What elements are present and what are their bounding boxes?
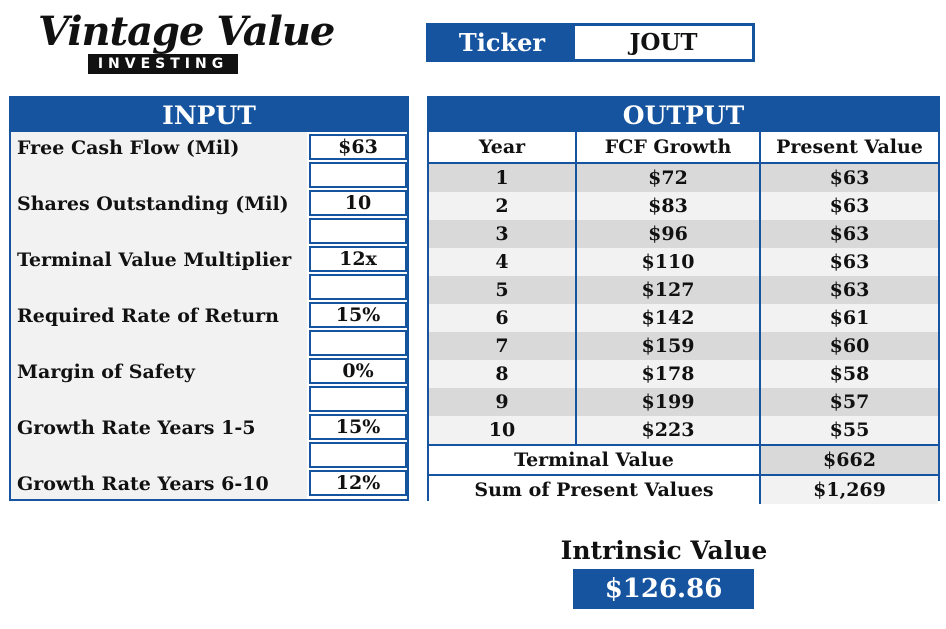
input-spacer-cell	[309, 386, 407, 412]
input-row-bg	[11, 300, 307, 356]
present-value-cell: $55	[760, 416, 938, 445]
input-spacer-cell	[309, 162, 407, 188]
ticker-label: Ticker	[429, 26, 575, 59]
brand-logo-script: Vintage Value	[38, 8, 335, 55]
output-panel-title: OUTPUT	[429, 98, 938, 132]
input-label: Free Cash Flow (Mil)	[17, 137, 240, 159]
table-row: 1 $72 $63	[429, 163, 938, 192]
table-row: 2 $83 $63	[429, 192, 938, 220]
terminal-value: $662	[760, 444, 938, 475]
input-value-field[interactable]: 12%	[309, 470, 407, 496]
input-panel: INPUT Free Cash Flow (Mil) $63 Shares Outs…	[9, 96, 409, 501]
fcf-growth-cell: $110	[576, 248, 761, 276]
input-row-bg	[11, 244, 307, 300]
present-value-cell: $63	[760, 192, 938, 220]
input-spacer-cell	[309, 274, 407, 300]
table-row: 10 $223 $55	[429, 416, 938, 445]
table-row: 7 $159 $60	[429, 332, 938, 360]
input-label: Shares Outstanding (Mil)	[17, 193, 289, 215]
input-value-field[interactable]: 15%	[309, 302, 407, 328]
table-row: 8 $178 $58	[429, 360, 938, 388]
input-value-field[interactable]: 10	[309, 190, 407, 216]
ticker-input[interactable]: JOUT	[575, 26, 752, 59]
present-value-cell: $61	[760, 304, 938, 332]
present-value-cell: $58	[760, 360, 938, 388]
col-header-fcf-growth: FCF Growth	[576, 132, 761, 164]
fcf-growth-cell: $83	[576, 192, 761, 220]
fcf-growth-cell: $178	[576, 360, 761, 388]
year-cell: 8	[429, 360, 577, 388]
input-label: Growth Rate Years 6-10	[17, 473, 269, 495]
intrinsic-value: $126.86	[573, 569, 754, 609]
input-value-field[interactable]: 15%	[309, 414, 407, 440]
present-value-cell: $60	[760, 332, 938, 360]
ticker-box: Ticker JOUT	[426, 23, 755, 62]
table-row: 6 $142 $61	[429, 304, 938, 332]
sum-present-values: $1,269	[760, 474, 938, 504]
output-table: Year FCF Growth Present Value 1 $72 $63 2 $8…	[429, 132, 938, 504]
col-header-present-value: Present Value	[760, 132, 938, 164]
input-label: Margin of Safety	[17, 361, 195, 383]
input-rows: Free Cash Flow (Mil) $63 Shares Outstandin…	[11, 132, 407, 499]
input-label: Terminal Value Multiplier	[17, 249, 292, 271]
fcf-growth-cell: $223	[576, 416, 761, 445]
input-row-bg	[11, 468, 307, 499]
year-cell: 4	[429, 248, 577, 276]
sum-present-values-label: Sum of Present Values	[429, 474, 761, 504]
year-cell: 6	[429, 304, 577, 332]
input-spacer-cell	[309, 330, 407, 356]
intrinsic-value-label: Intrinsic Value	[560, 536, 768, 565]
year-cell: 2	[429, 192, 577, 220]
table-row: 5 $127 $63	[429, 276, 938, 304]
fcf-growth-cell: $142	[576, 304, 761, 332]
present-value-cell: $63	[760, 248, 938, 276]
table-row: 3 $96 $63	[429, 220, 938, 248]
year-cell: 1	[429, 163, 577, 192]
year-cell: 9	[429, 388, 577, 416]
input-label: Growth Rate Years 1-5	[17, 417, 256, 439]
fcf-growth-cell: $159	[576, 332, 761, 360]
input-row-bg	[11, 132, 307, 188]
fcf-growth-cell: $127	[576, 276, 761, 304]
input-value-field[interactable]: 0%	[309, 358, 407, 384]
fcf-growth-cell: $72	[576, 163, 761, 192]
present-value-cell: $63	[760, 276, 938, 304]
table-row: 9 $199 $57	[429, 388, 938, 416]
input-label: Required Rate of Return	[17, 305, 279, 327]
input-row-bg	[11, 188, 307, 244]
input-spacer-cell	[309, 218, 407, 244]
input-value-field[interactable]: $63	[309, 134, 407, 160]
input-panel-title: INPUT	[11, 98, 407, 132]
input-value-field[interactable]: 12x	[309, 246, 407, 272]
year-cell: 7	[429, 332, 577, 360]
present-value-cell: $63	[760, 220, 938, 248]
input-row-bg	[11, 412, 307, 468]
output-panel: OUTPUT Year FCF Growth Present Value 1 $7…	[427, 96, 940, 504]
year-cell: 10	[429, 416, 577, 445]
present-value-cell: $63	[760, 163, 938, 192]
table-row: 4 $110 $63	[429, 248, 938, 276]
input-row-bg	[11, 356, 307, 412]
year-cell: 5	[429, 276, 577, 304]
col-header-year: Year	[429, 132, 577, 164]
present-value-cell: $57	[760, 388, 938, 416]
brand-logo-bar: INVESTING	[88, 54, 238, 74]
input-spacer-cell	[309, 442, 407, 468]
year-cell: 3	[429, 220, 577, 248]
fcf-growth-cell: $199	[576, 388, 761, 416]
fcf-growth-cell: $96	[576, 220, 761, 248]
terminal-value-label: Terminal Value	[429, 444, 761, 475]
